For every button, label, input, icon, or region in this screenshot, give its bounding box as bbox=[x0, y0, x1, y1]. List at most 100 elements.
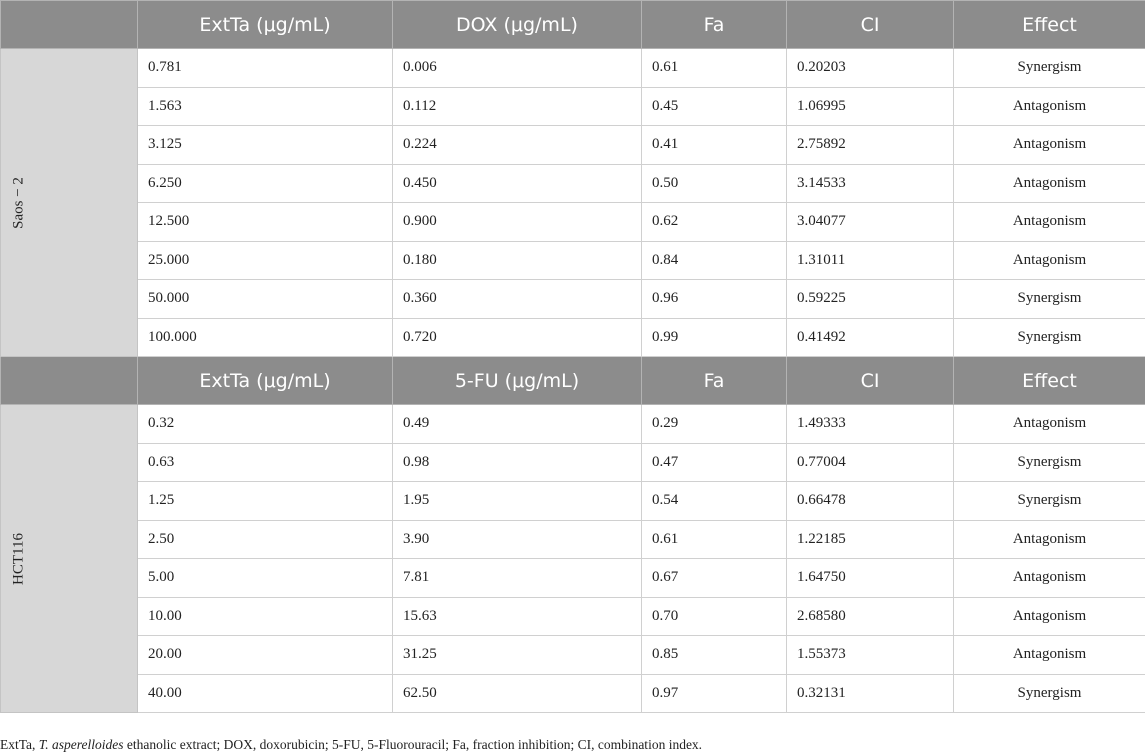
cell-fa: 0.84 bbox=[641, 240, 787, 280]
cell-extta: 100.000 bbox=[137, 317, 393, 357]
table-row: 0.63 0.98 0.47 0.77004 Synergism bbox=[1, 442, 1145, 482]
cell-fa: 0.70 bbox=[641, 596, 787, 636]
cell-fa: 0.96 bbox=[641, 279, 787, 319]
cell-ci: 0.66478 bbox=[786, 481, 954, 521]
cell-effect: Antagonism bbox=[953, 86, 1145, 126]
cell-effect: Antagonism bbox=[953, 202, 1145, 242]
table-row: 50.000 0.360 0.96 0.59225 Synergism bbox=[1, 279, 1145, 319]
cell-effect: Synergism bbox=[953, 481, 1145, 521]
cell-fa: 0.29 bbox=[641, 404, 787, 444]
cell-fa: 0.41 bbox=[641, 125, 787, 165]
cell-ci: 0.20203 bbox=[786, 48, 954, 88]
table-row: 1.563 0.112 0.45 1.06995 Antagonism bbox=[1, 86, 1145, 126]
cell-ci: 0.41492 bbox=[786, 317, 954, 357]
cell-ci: 3.04077 bbox=[786, 202, 954, 242]
cell-effect: Synergism bbox=[953, 48, 1145, 88]
cell-extta: 50.000 bbox=[137, 279, 393, 319]
cell-ci: 2.75892 bbox=[786, 125, 954, 165]
cell-fa: 0.50 bbox=[641, 163, 787, 203]
table-row: 6.250 0.450 0.50 3.14533 Antagonism bbox=[1, 163, 1145, 203]
cell-fa: 0.99 bbox=[641, 317, 787, 357]
cell-effect: Antagonism bbox=[953, 125, 1145, 165]
column-header-ci: CI bbox=[786, 356, 954, 405]
cell-drug: 1.95 bbox=[392, 481, 642, 521]
cell-drug: 7.81 bbox=[392, 558, 642, 598]
cell-extta: 20.00 bbox=[137, 635, 393, 675]
cell-drug: 0.224 bbox=[392, 125, 642, 165]
cell-fa: 0.47 bbox=[641, 442, 787, 482]
cell-drug: 0.98 bbox=[392, 442, 642, 482]
cell-extta: 10.00 bbox=[137, 596, 393, 636]
cell-drug: 0.180 bbox=[392, 240, 642, 280]
cell-ci: 0.32131 bbox=[786, 673, 954, 713]
cell-drug: 0.49 bbox=[392, 404, 642, 444]
combination-index-table: ExtTa (μg/mL) DOX (μg/mL) Fa CI Effect Saos −… bbox=[0, 0, 1145, 713]
table-row: 3.125 0.224 0.41 2.75892 Antagonism bbox=[1, 125, 1145, 165]
header-blank-cell bbox=[0, 356, 138, 405]
footnote-species: T. asperelloides bbox=[38, 737, 124, 752]
cell-fa: 0.61 bbox=[641, 519, 787, 559]
table-row: 1.25 1.95 0.54 0.66478 Synergism bbox=[1, 481, 1145, 521]
column-header-drug: DOX (μg/mL) bbox=[392, 0, 642, 49]
cell-drug: 15.63 bbox=[392, 596, 642, 636]
footnote-suffix: ethanolic extract; DOX, doxorubicin; 5-F… bbox=[123, 737, 703, 752]
table-row: 40.00 62.50 0.97 0.32131 Synergism bbox=[1, 673, 1145, 713]
cell-ci: 1.55373 bbox=[786, 635, 954, 675]
table-row: 5.00 7.81 0.67 1.64750 Antagonism bbox=[1, 558, 1145, 598]
table-row: 12.500 0.900 0.62 3.04077 Antagonism bbox=[1, 202, 1145, 242]
column-header-ci: CI bbox=[786, 0, 954, 49]
cell-extta: 1.563 bbox=[137, 86, 393, 126]
cell-effect: Antagonism bbox=[953, 596, 1145, 636]
cell-fa: 0.85 bbox=[641, 635, 787, 675]
section-header-row: ExtTa (μg/mL) 5-FU (μg/mL) Fa CI Effect bbox=[0, 356, 1145, 405]
cell-ci: 3.14533 bbox=[786, 163, 954, 203]
cell-extta: 0.63 bbox=[137, 442, 393, 482]
cell-ci: 0.59225 bbox=[786, 279, 954, 319]
cell-drug: 0.112 bbox=[392, 86, 642, 126]
table-row: 20.00 31.25 0.85 1.55373 Antagonism bbox=[1, 635, 1145, 675]
cell-extta: 0.781 bbox=[137, 48, 393, 88]
cell-drug: 3.90 bbox=[392, 519, 642, 559]
cell-effect: Antagonism bbox=[953, 635, 1145, 675]
table-row: 25.000 0.180 0.84 1.31011 Antagonism bbox=[1, 240, 1145, 280]
cell-fa: 0.45 bbox=[641, 86, 787, 126]
cell-ci: 1.22185 bbox=[786, 519, 954, 559]
cell-effect: Antagonism bbox=[953, 240, 1145, 280]
cell-drug: 0.450 bbox=[392, 163, 642, 203]
cell-extta: 1.25 bbox=[137, 481, 393, 521]
cell-effect: Antagonism bbox=[953, 558, 1145, 598]
cell-drug: 0.720 bbox=[392, 317, 642, 357]
cell-extta: 0.32 bbox=[137, 404, 393, 444]
cell-effect: Antagonism bbox=[953, 163, 1145, 203]
cell-effect: Antagonism bbox=[953, 519, 1145, 559]
cell-fa: 0.62 bbox=[641, 202, 787, 242]
table-row: Saos − 2 0.781 0.006 0.61 0.20203 Synergism bbox=[0, 48, 1145, 357]
cell-ci: 1.31011 bbox=[786, 240, 954, 280]
column-header-drug: 5-FU (μg/mL) bbox=[392, 356, 642, 405]
cell-ci: 0.77004 bbox=[786, 442, 954, 482]
cell-fa: 0.54 bbox=[641, 481, 787, 521]
cell-line-label: Saos − 2 bbox=[10, 176, 27, 229]
cell-extta: 25.000 bbox=[137, 240, 393, 280]
cell-effect: Synergism bbox=[953, 279, 1145, 319]
column-header-effect: Effect bbox=[953, 0, 1145, 49]
cell-extta: 12.500 bbox=[137, 202, 393, 242]
cell-effect: Synergism bbox=[953, 317, 1145, 357]
row-group-label-cell: Saos − 2 bbox=[0, 48, 138, 357]
cell-ci: 1.64750 bbox=[786, 558, 954, 598]
cell-drug: 0.360 bbox=[392, 279, 642, 319]
cell-fa: 0.97 bbox=[641, 673, 787, 713]
cell-ci: 2.68580 bbox=[786, 596, 954, 636]
cell-line-label: HCT116 bbox=[10, 532, 27, 585]
header-blank-cell bbox=[0, 0, 138, 49]
cell-ci: 1.06995 bbox=[786, 86, 954, 126]
table-row: 100.000 0.720 0.99 0.41492 Synergism bbox=[1, 317, 1145, 357]
cell-extta: 2.50 bbox=[137, 519, 393, 559]
cell-drug: 62.50 bbox=[392, 673, 642, 713]
cell-effect: Antagonism bbox=[953, 404, 1145, 444]
column-header-extta: ExtTa (μg/mL) bbox=[137, 356, 393, 405]
cell-fa: 0.61 bbox=[641, 48, 787, 88]
cell-extta: 3.125 bbox=[137, 125, 393, 165]
section-header-row: ExtTa (μg/mL) DOX (μg/mL) Fa CI Effect bbox=[0, 0, 1145, 49]
cell-fa: 0.67 bbox=[641, 558, 787, 598]
